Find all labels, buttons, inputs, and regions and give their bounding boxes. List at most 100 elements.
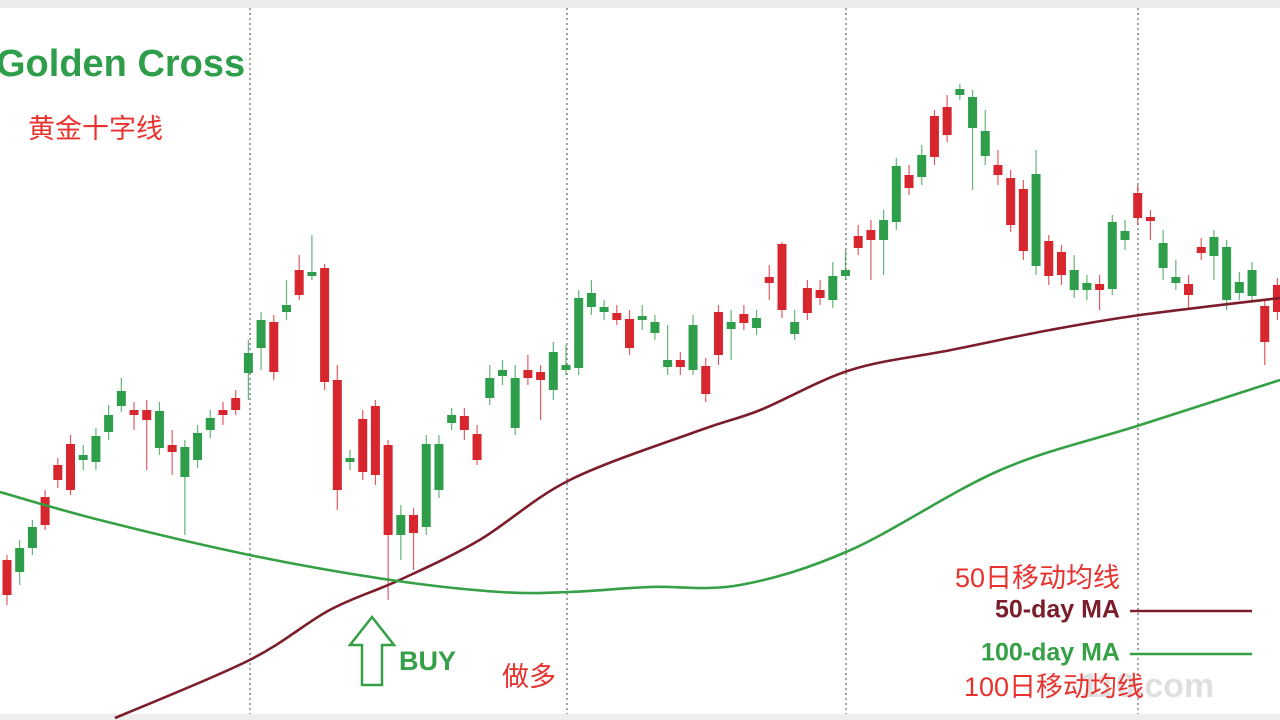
buy-arrow xyxy=(347,614,397,687)
candle-body xyxy=(536,372,546,380)
candle-body xyxy=(904,175,914,188)
candle-body xyxy=(561,365,571,370)
candle-body xyxy=(409,515,419,533)
candle-body xyxy=(1184,284,1194,295)
candle-body xyxy=(142,410,152,420)
candle-body xyxy=(675,360,685,367)
candle-body xyxy=(116,391,126,406)
candle-body xyxy=(866,230,876,240)
candle-body xyxy=(447,415,457,423)
chart-subtitle: 黄金十字线 xyxy=(28,114,163,144)
candle-body xyxy=(66,444,76,490)
candle-body xyxy=(1082,283,1092,290)
legend-label: 50-day MA xyxy=(995,596,1120,624)
candle-body xyxy=(701,366,711,394)
candle-body xyxy=(434,444,444,490)
candle-body xyxy=(167,445,177,452)
candle-body xyxy=(383,445,393,535)
candle-body xyxy=(815,290,825,298)
candle-body xyxy=(1006,178,1016,225)
candle-body xyxy=(853,236,863,248)
candle-body xyxy=(663,360,673,367)
candle-body xyxy=(1247,270,1257,296)
candle-body xyxy=(180,447,190,477)
candle-body xyxy=(129,410,139,415)
candle-body xyxy=(1234,282,1244,293)
candles xyxy=(2,84,1280,605)
candle-body xyxy=(370,406,380,475)
candle-body xyxy=(713,312,723,355)
candle-body xyxy=(218,410,228,415)
ma-line xyxy=(0,378,1280,595)
candle-body xyxy=(777,244,787,310)
candle-body xyxy=(1171,277,1181,283)
candle-body xyxy=(612,313,622,320)
candle-body xyxy=(574,298,584,368)
candle-body xyxy=(790,322,800,334)
candle-body xyxy=(752,318,762,328)
candle-body xyxy=(828,276,838,300)
candle-body xyxy=(358,419,368,472)
candle-body xyxy=(1145,217,1155,221)
candle-body xyxy=(2,560,12,595)
candle-body xyxy=(1222,247,1232,300)
candle-body xyxy=(294,270,304,295)
candle-body xyxy=(421,444,431,527)
bottom-band xyxy=(0,714,1280,720)
candle-body xyxy=(891,166,901,222)
candle-body xyxy=(1056,252,1066,275)
candle-body xyxy=(510,378,520,428)
candle-body xyxy=(625,319,635,348)
candle-body xyxy=(154,411,164,448)
candle-body xyxy=(256,320,266,348)
candle-body xyxy=(104,415,114,432)
candle-body xyxy=(929,116,939,157)
chart-title: Golden Cross xyxy=(0,43,245,85)
candle-body xyxy=(993,165,1003,175)
candle-body xyxy=(269,322,279,372)
candle-body xyxy=(281,305,291,312)
candle-body xyxy=(840,270,850,276)
candle-body xyxy=(764,277,774,283)
candle-body xyxy=(726,322,736,329)
candle-body xyxy=(1107,222,1117,289)
candle-body xyxy=(307,272,317,276)
candle-body xyxy=(980,131,990,156)
legend-label: 100-day MA xyxy=(981,639,1120,667)
candle-body xyxy=(1133,193,1143,218)
candle-body xyxy=(1260,306,1270,342)
candle-body xyxy=(586,293,596,307)
top-band xyxy=(0,0,1280,8)
candle-body xyxy=(1120,231,1130,240)
candle-body xyxy=(485,378,495,398)
candle-body xyxy=(1031,174,1041,266)
candle-body xyxy=(548,352,558,390)
buy-label: BUY xyxy=(399,646,456,676)
candle-body xyxy=(1158,243,1168,268)
candle-body xyxy=(650,322,660,333)
candle-body xyxy=(345,458,355,462)
candle-body xyxy=(78,455,88,460)
candle-body xyxy=(955,89,965,95)
candle-body xyxy=(1209,237,1219,256)
watermark: 110.com xyxy=(1080,667,1214,705)
ma-line xyxy=(114,296,1280,720)
candle-body xyxy=(396,515,406,535)
candle-body xyxy=(688,325,698,370)
candle-body xyxy=(1018,189,1028,251)
candle-body xyxy=(459,416,469,430)
candle-body xyxy=(879,220,889,240)
candle-body xyxy=(27,527,37,548)
candle-body xyxy=(1095,284,1105,290)
candle-body xyxy=(497,370,507,376)
candle-body xyxy=(1196,247,1206,253)
candle-body xyxy=(968,97,978,128)
candle-body xyxy=(15,548,25,572)
candle-body xyxy=(739,314,749,323)
candle-body xyxy=(472,434,482,460)
candle-body xyxy=(53,465,63,480)
candle-body xyxy=(91,436,101,462)
legend: 50-day MA 100-day MA xyxy=(981,596,1252,667)
candle-body xyxy=(332,380,342,490)
